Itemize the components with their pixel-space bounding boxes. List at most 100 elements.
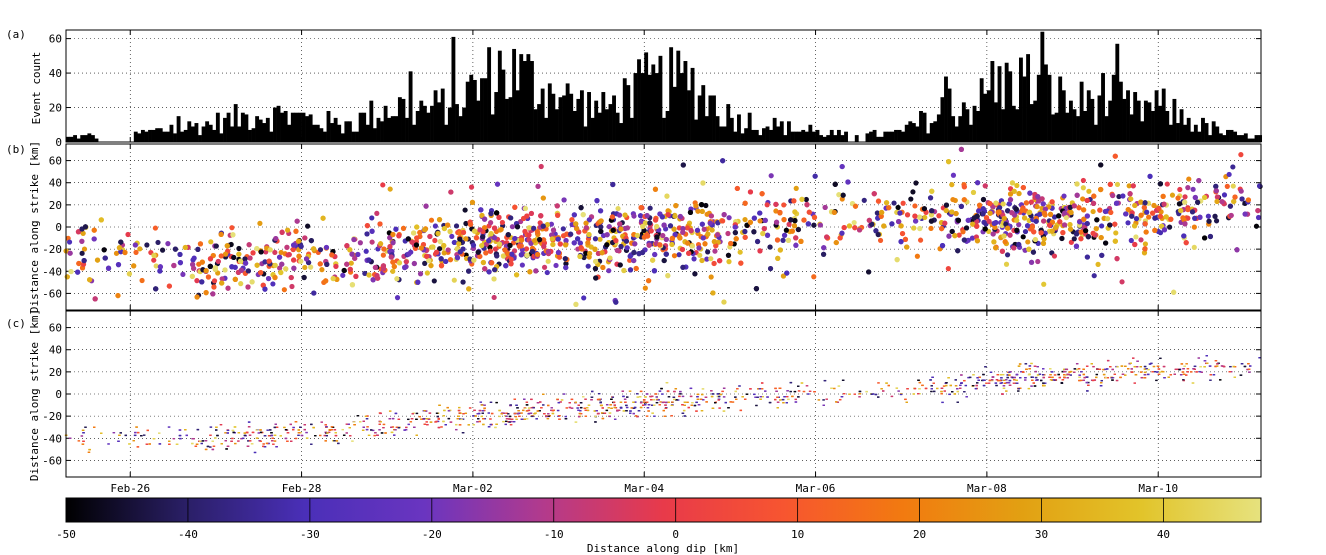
grid-a bbox=[66, 30, 1261, 143]
histogram-bar bbox=[608, 104, 613, 142]
event-point bbox=[524, 252, 530, 258]
event-point bbox=[1074, 192, 1080, 198]
event-point bbox=[1020, 234, 1026, 240]
histogram-bar bbox=[237, 126, 242, 142]
event-point bbox=[534, 251, 541, 258]
event-point bbox=[705, 231, 711, 237]
histogram-bar bbox=[308, 114, 313, 142]
event-point bbox=[1028, 259, 1035, 265]
event-point bbox=[578, 245, 584, 251]
event-point bbox=[118, 249, 124, 255]
event-point bbox=[364, 231, 370, 237]
event-point bbox=[982, 183, 988, 189]
event-point bbox=[631, 213, 637, 219]
event-point bbox=[278, 249, 284, 256]
event-point bbox=[852, 203, 859, 209]
event-point bbox=[1090, 200, 1097, 206]
event-point bbox=[1253, 223, 1260, 229]
histogram-bar bbox=[1054, 112, 1059, 142]
event-point bbox=[492, 267, 498, 273]
event-point bbox=[369, 215, 375, 221]
event-point bbox=[554, 203, 560, 209]
event-point bbox=[946, 233, 952, 239]
event-point bbox=[761, 226, 767, 232]
histogram-bar bbox=[440, 88, 445, 142]
event-point bbox=[1164, 181, 1170, 187]
histogram-bar bbox=[951, 116, 956, 142]
histogram-bar bbox=[894, 129, 898, 142]
event-point bbox=[293, 228, 299, 234]
event-point bbox=[563, 264, 569, 271]
event-point bbox=[696, 245, 702, 251]
event-point bbox=[211, 284, 217, 290]
event-point bbox=[519, 262, 525, 268]
histogram-bar bbox=[190, 126, 195, 142]
event-point bbox=[911, 225, 917, 231]
histogram-bar bbox=[194, 123, 199, 142]
event-point bbox=[1102, 208, 1109, 215]
event-point bbox=[792, 218, 798, 224]
histogram-bar bbox=[419, 100, 424, 142]
event-point bbox=[759, 191, 765, 197]
event-point bbox=[904, 244, 910, 250]
histogram-bar bbox=[415, 110, 420, 142]
event-point bbox=[1080, 196, 1086, 202]
event-point bbox=[417, 271, 424, 277]
event-point bbox=[139, 277, 145, 284]
histogram-bar bbox=[437, 102, 442, 142]
event-point bbox=[1214, 198, 1220, 205]
event-point bbox=[79, 250, 85, 256]
event-point bbox=[970, 189, 977, 196]
event-point bbox=[563, 242, 569, 248]
event-point bbox=[1189, 209, 1196, 215]
event-point bbox=[610, 181, 616, 188]
histogram-bar bbox=[223, 117, 227, 142]
event-point bbox=[64, 274, 70, 280]
event-point bbox=[1019, 207, 1025, 213]
histogram-bar bbox=[287, 124, 292, 142]
event-point bbox=[999, 248, 1005, 254]
histogram-bar bbox=[362, 112, 367, 142]
event-point bbox=[564, 231, 570, 237]
event-point bbox=[555, 236, 561, 242]
histogram-bar bbox=[576, 98, 581, 142]
event-point bbox=[904, 212, 911, 218]
histogram-bar bbox=[66, 136, 70, 142]
event-point bbox=[366, 257, 372, 263]
histogram-bar bbox=[1197, 131, 1202, 142]
event-point bbox=[811, 222, 817, 228]
event-point bbox=[486, 269, 492, 275]
event-point bbox=[692, 271, 698, 277]
histogram-bar bbox=[94, 138, 99, 142]
histogram-bar bbox=[1251, 138, 1255, 142]
event-point bbox=[387, 186, 393, 192]
event-point bbox=[1191, 224, 1197, 230]
histogram-bar bbox=[451, 36, 456, 143]
histogram-bar bbox=[683, 61, 688, 143]
histogram-bar bbox=[651, 64, 656, 142]
histogram-bar bbox=[408, 71, 413, 142]
event-point bbox=[578, 205, 584, 211]
histogram-bar bbox=[658, 55, 663, 142]
event-point bbox=[672, 232, 678, 238]
event-point bbox=[891, 200, 897, 206]
event-point bbox=[780, 273, 787, 279]
event-point bbox=[535, 183, 541, 189]
axes-frame-b bbox=[65, 143, 1262, 311]
event-point bbox=[1080, 177, 1086, 184]
event-point bbox=[415, 279, 421, 285]
histogram-bar bbox=[265, 117, 270, 142]
event-point bbox=[1130, 183, 1136, 189]
event-point bbox=[540, 223, 546, 229]
event-point bbox=[502, 247, 508, 253]
event-point bbox=[845, 179, 851, 185]
event-point bbox=[1059, 235, 1065, 242]
event-point bbox=[215, 258, 221, 265]
event-point bbox=[1191, 244, 1197, 250]
event-point bbox=[875, 198, 882, 204]
event-point bbox=[508, 215, 514, 221]
event-point bbox=[1035, 258, 1041, 265]
event-point bbox=[488, 220, 494, 226]
event-point bbox=[607, 255, 613, 261]
event-point bbox=[98, 217, 104, 223]
